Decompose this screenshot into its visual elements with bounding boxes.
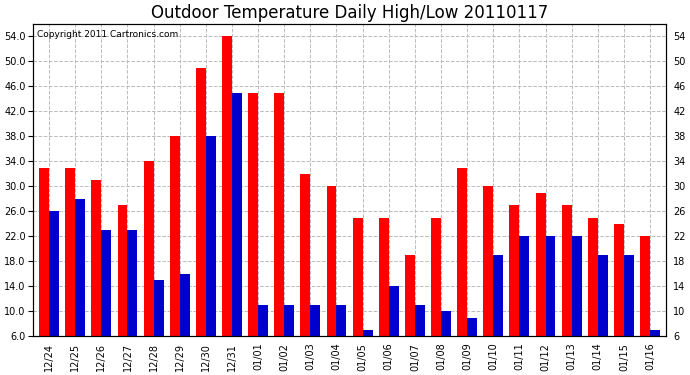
Bar <box>284 305 294 374</box>
Bar <box>562 205 571 374</box>
Bar <box>483 186 493 374</box>
Bar <box>509 205 520 374</box>
Bar <box>144 161 154 374</box>
Bar <box>520 236 529 374</box>
Bar <box>363 330 373 374</box>
Bar <box>222 36 232 374</box>
Bar <box>248 93 258 374</box>
Bar <box>598 255 608 374</box>
Bar <box>353 217 363 374</box>
Bar <box>117 205 128 374</box>
Bar <box>546 236 555 374</box>
Bar <box>66 168 75 374</box>
Bar <box>39 168 49 374</box>
Bar <box>379 217 388 374</box>
Bar <box>232 93 242 374</box>
Bar <box>275 93 284 374</box>
Bar <box>405 255 415 374</box>
Bar <box>493 255 503 374</box>
Bar <box>154 280 164 374</box>
Bar <box>196 68 206 374</box>
Bar <box>571 236 582 374</box>
Bar <box>337 305 346 374</box>
Bar <box>75 199 85 374</box>
Bar <box>640 236 650 374</box>
Bar <box>101 230 111 374</box>
Bar <box>467 318 477 374</box>
Bar <box>535 193 546 374</box>
Bar <box>588 217 598 374</box>
Bar <box>300 174 310 374</box>
Bar <box>415 305 425 374</box>
Bar <box>128 230 137 374</box>
Bar <box>170 136 179 374</box>
Bar <box>326 186 337 374</box>
Bar <box>431 217 441 374</box>
Title: Outdoor Temperature Daily High/Low 20110117: Outdoor Temperature Daily High/Low 20110… <box>151 4 548 22</box>
Bar <box>206 136 216 374</box>
Bar <box>258 305 268 374</box>
Bar <box>179 274 190 374</box>
Bar <box>457 168 467 374</box>
Bar <box>49 211 59 374</box>
Bar <box>388 286 399 374</box>
Bar <box>624 255 634 374</box>
Bar <box>310 305 320 374</box>
Bar <box>614 224 624 374</box>
Text: Copyright 2011 Cartronics.com: Copyright 2011 Cartronics.com <box>37 30 178 39</box>
Bar <box>92 180 101 374</box>
Bar <box>441 312 451 374</box>
Bar <box>650 330 660 374</box>
